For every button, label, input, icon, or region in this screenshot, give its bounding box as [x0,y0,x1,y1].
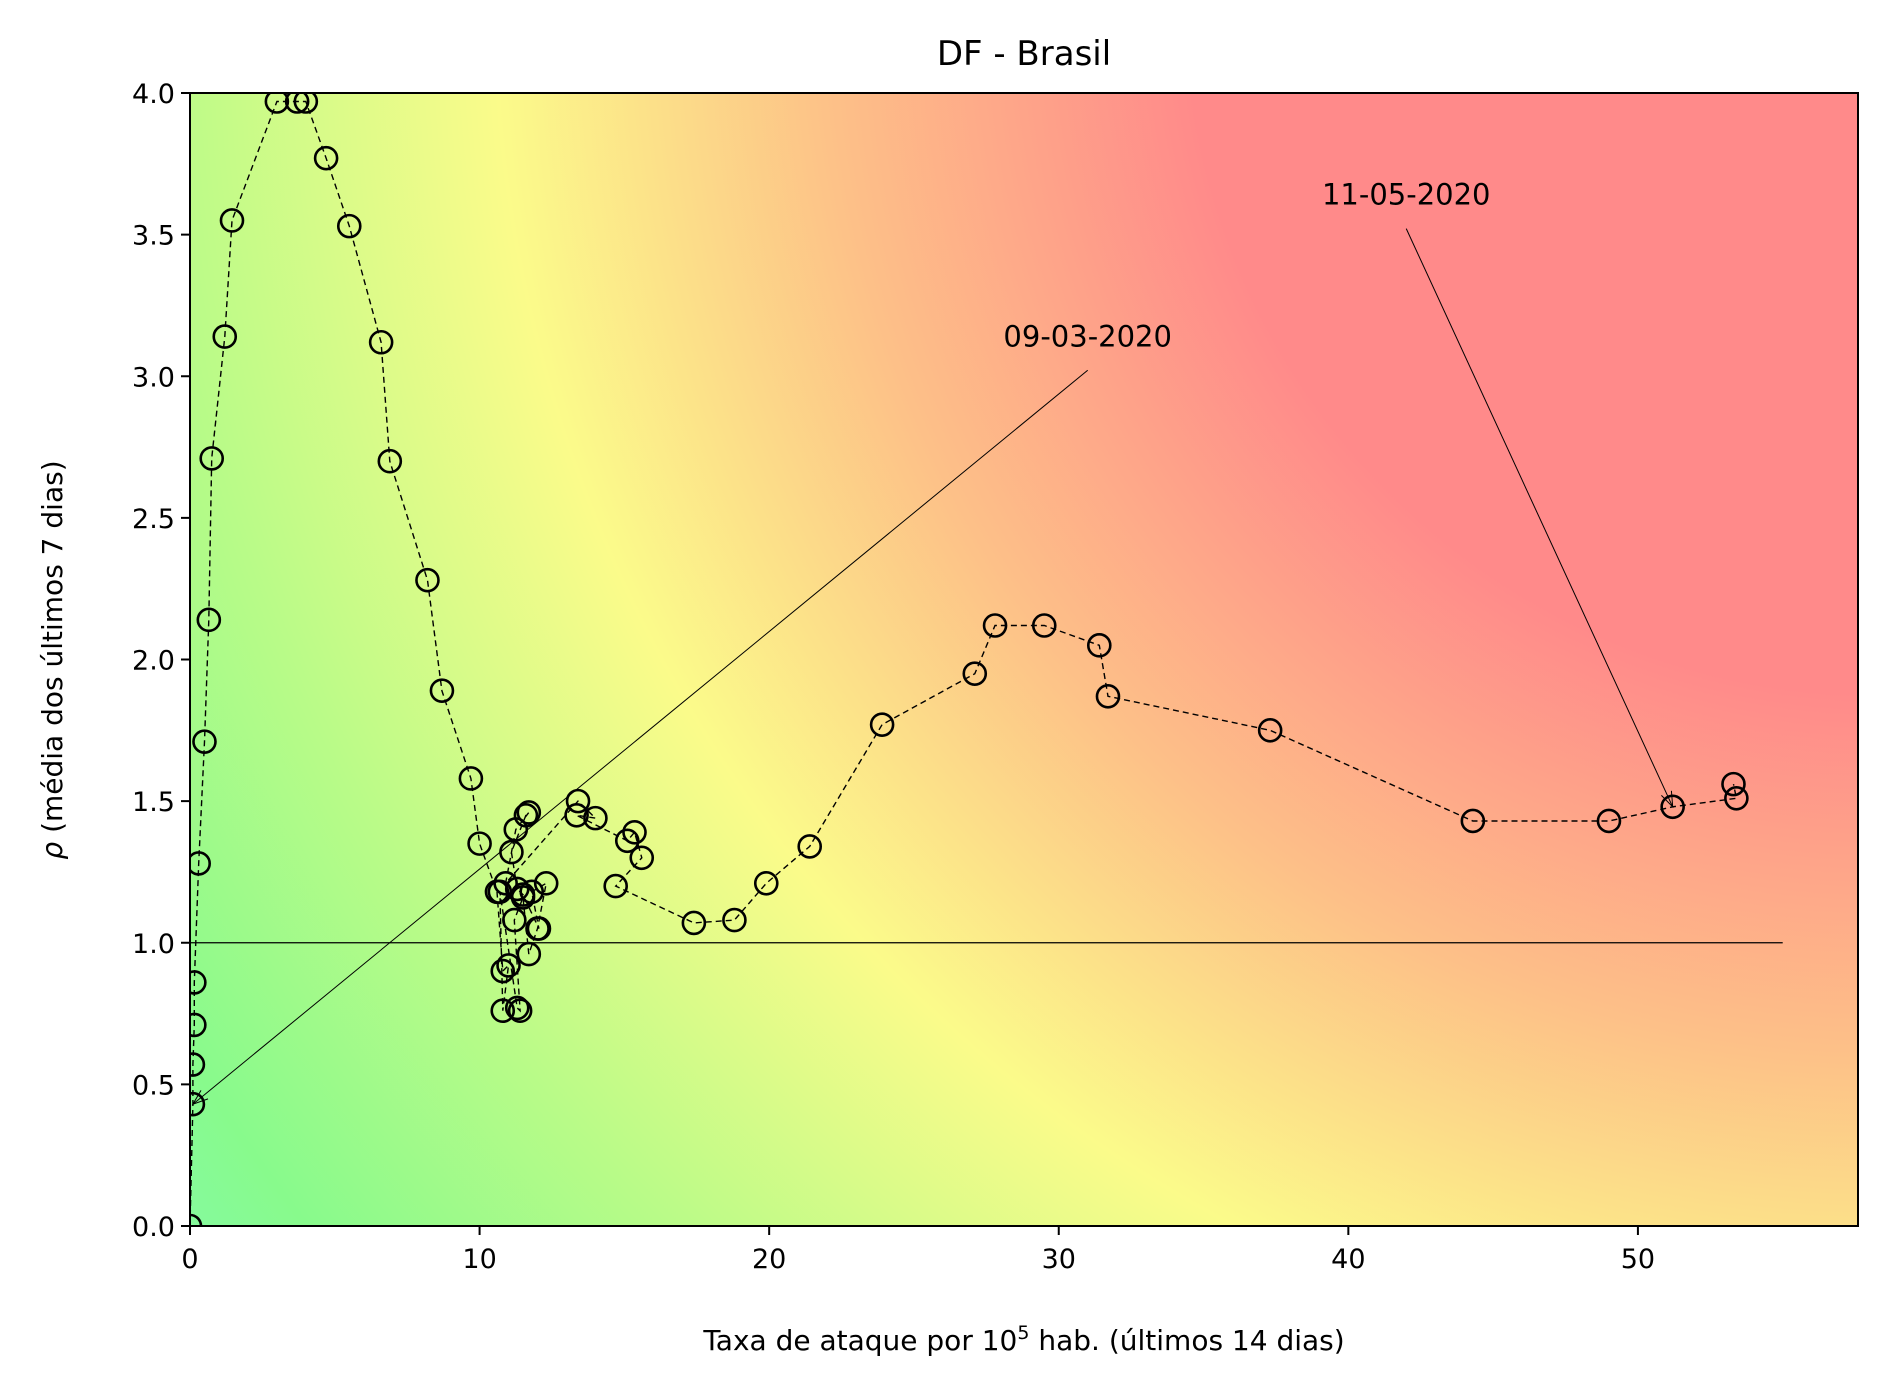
data-point [190,1012,207,1038]
y-tick-label: 4.0 [132,79,175,110]
data-point [516,941,542,967]
plot-background [190,93,1858,1226]
data-point [219,208,245,233]
annotation-layer: 09-03-2020 11-05-2020 [191,178,1674,1106]
data-point [516,800,542,825]
y-tick-label: 3.5 [132,221,175,252]
y-tick-label: 0.5 [132,1070,175,1101]
y-tick-label: 3.0 [132,362,175,393]
data-point [313,145,339,171]
data-point [1031,613,1057,638]
data-point [502,907,527,933]
data-point [493,870,518,896]
x-tick-label: 50 [1621,1244,1655,1275]
data-point [504,876,530,902]
data-point [196,607,222,633]
y-tick-label: 2.5 [132,504,175,535]
chart-title: DF - Brasil [937,34,1111,74]
data-point [753,870,779,896]
data-point [507,998,533,1024]
data-point [962,661,988,686]
data-point [869,712,895,737]
annotation-arrow-head [1661,790,1674,809]
data-point [1257,718,1283,743]
data-point [192,729,217,754]
data-point [526,916,552,941]
data-point [490,958,516,984]
data-point [264,93,290,114]
data-point [190,1091,206,1117]
data-point [1460,808,1486,834]
data-point [284,93,310,114]
data-point [503,817,529,842]
data-point [429,678,455,703]
data-point [368,329,394,355]
data-point [490,998,516,1024]
series-layer [190,93,1783,1226]
data-point [681,910,707,936]
x-tick-label: 40 [1331,1244,1365,1275]
data-point [293,93,319,114]
series-group [190,93,1783,1226]
y-tick-label: 0.0 [132,1212,175,1243]
y-tick-label: 2.0 [132,646,175,677]
data-point [982,613,1008,638]
data-point [504,995,530,1021]
data-point [1724,785,1749,811]
annotation-label: 11-05-2020 [1322,178,1491,212]
y-axis-ticks: 0.0 0.5 1.0 1.5 2.0 2.5 3.0 3.5 4.0 [132,79,190,1243]
data-point [1660,794,1685,820]
data-point [510,882,536,907]
data-point [190,1052,206,1077]
data-point [415,567,440,593]
data-point [565,788,591,814]
data-point [1596,808,1622,834]
y-tick-label: 1.5 [132,787,175,818]
data-point [190,851,211,876]
y-tick-label: 1.0 [132,929,175,960]
x-axis-ticks: 0 10 20 30 40 50 [181,1226,1655,1275]
x-tick-label: 30 [1042,1244,1076,1275]
data-point [1721,771,1746,797]
data-point [1095,684,1121,709]
x-tick-label: 0 [181,1244,198,1275]
data-point [622,819,647,845]
data-point [533,870,559,896]
annotation-label: 09-03-2020 [1003,319,1172,353]
data-point [458,766,484,791]
data-point [190,970,207,995]
data-point [797,834,823,859]
data-point [496,953,521,978]
series-line [190,100,1738,1226]
data-point [377,448,403,474]
data-point [603,873,628,899]
data-point [722,907,747,933]
x-axis-label: Taxa de ataque por 105 hab. (últimos 14 … [702,1322,1344,1357]
x-tick-label: 10 [462,1244,496,1275]
y-axis-label: ρ (média dos últimos 7 dias) [36,460,69,859]
data-point [212,324,238,349]
data-point [199,446,225,471]
data-point [583,805,608,831]
annotation-arrow-line [1405,228,1674,807]
annotation-arrow-line [192,369,1089,1105]
annotation-arrow-head [191,1090,209,1106]
data-point [1086,633,1112,658]
x-tick-label: 20 [752,1244,786,1275]
data-point [614,828,640,854]
data-point [564,802,589,828]
data-point [336,213,362,239]
data-point [629,845,655,871]
data-point [467,831,492,856]
